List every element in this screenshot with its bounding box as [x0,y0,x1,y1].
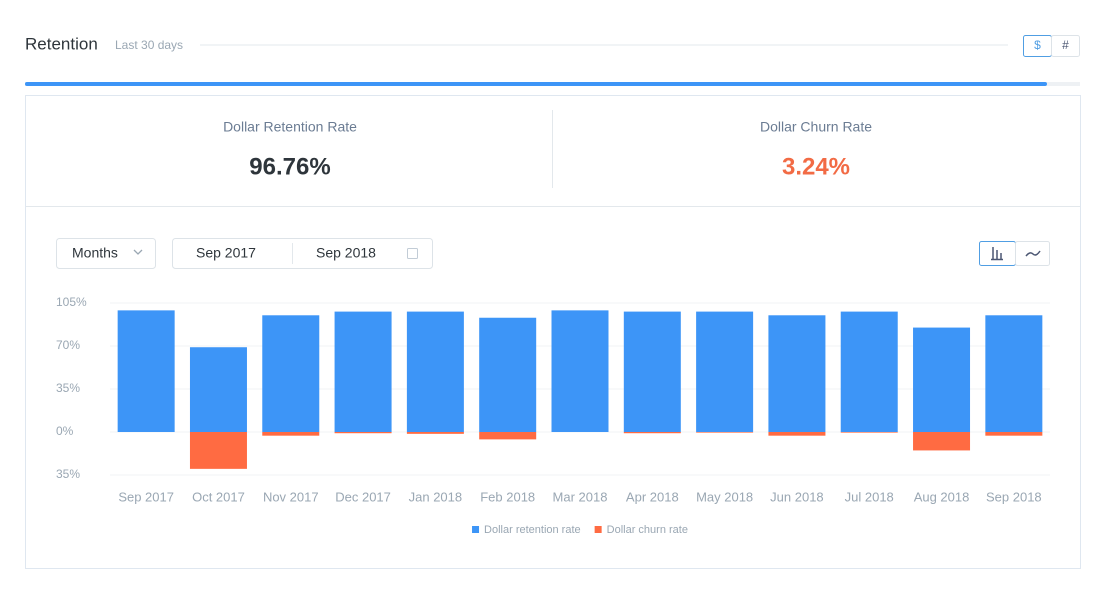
bar [840,311,898,432]
x-tick-label: Jun 2018 [770,489,824,504]
bar [479,432,537,440]
x-tick-label: Feb 2018 [480,489,535,504]
line-icon [1025,250,1041,257]
bar [334,311,392,432]
toggle-label: # [1062,38,1069,52]
bar [262,315,320,432]
stat-label: Dollar Retention Rate [223,119,357,135]
end-date: Sep 2018 [316,245,376,261]
stat-value: 96.76% [249,153,330,180]
x-tick-label: Sep 2018 [986,489,1042,504]
legend-swatch [472,526,480,533]
bar [551,310,609,432]
bar [117,310,175,432]
bar [768,315,826,432]
subtitle: Last 30 days [115,38,183,52]
bar [479,317,537,432]
period-label: Months [72,245,118,261]
x-tick-label: Mar 2018 [553,489,608,504]
dropdown-arrow [133,249,143,255]
title: Retention [25,34,98,53]
progress-bar [25,82,1047,86]
x-tick-label: May 2018 [696,489,753,504]
y-tick-label: 35% [56,467,80,481]
x-tick-label: Apr 2018 [626,489,679,504]
toggle-count[interactable] [1051,35,1080,57]
calendar-icon [407,248,418,259]
x-tick-label: Jan 2018 [409,489,463,504]
bar [768,432,826,436]
bar [840,432,898,433]
bar [406,311,464,432]
bar [985,315,1043,432]
bar-icon [991,247,1003,261]
legend-label: Dollar retention rate [484,524,581,536]
bar [696,432,754,433]
stat-label: Dollar Churn Rate [760,119,872,135]
x-tick-label: Dec 2017 [335,489,391,504]
bar [913,432,971,451]
bar [262,432,320,436]
x-tick-label: Sep 2017 [118,489,174,504]
y-tick-label: 70% [56,338,80,352]
toggle-label: $ [1034,38,1041,52]
x-tick-label: Nov 2017 [263,489,319,504]
bar [334,432,392,434]
x-tick-label: Jul 2018 [845,489,894,504]
bar [623,311,681,432]
bar [189,347,247,432]
y-tick-label: 0% [56,424,74,438]
y-tick-label: 35% [56,381,80,395]
bar [623,432,681,434]
start-date: Sep 2017 [196,245,256,261]
period-dropdown[interactable] [56,238,156,269]
bar [985,432,1043,436]
legend-swatch [594,526,602,533]
bar [696,311,754,432]
x-tick-label: Oct 2017 [192,489,245,504]
bar [406,432,464,434]
bar [913,327,971,432]
stat-value: 3.24% [782,153,850,180]
y-tick-label: 105% [56,295,87,309]
x-tick-label: Aug 2018 [914,489,970,504]
date-range[interactable] [172,238,433,269]
legend-label: Dollar churn rate [607,524,688,536]
bar [189,432,247,469]
